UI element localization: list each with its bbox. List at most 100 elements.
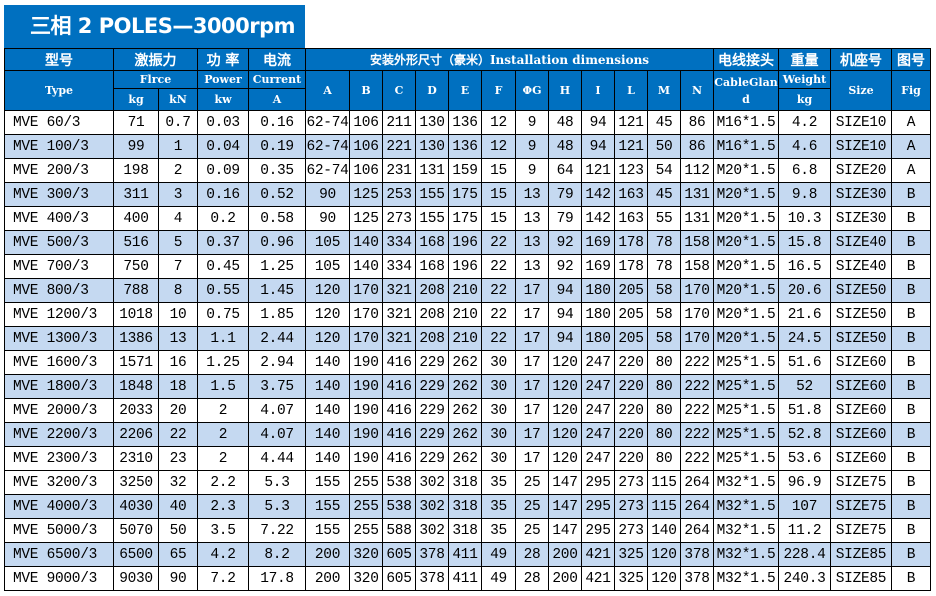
- table-cell: 159: [448, 158, 482, 183]
- table-cell: 255: [349, 518, 383, 543]
- table-cell: 295: [581, 518, 615, 543]
- table-cell: SIZE10: [830, 110, 892, 135]
- table-cell: M32*1.5: [713, 470, 779, 495]
- table-cell: 17: [515, 350, 549, 375]
- table-cell: B: [891, 350, 931, 375]
- table-cell: 170: [349, 302, 383, 327]
- table-cell: B: [891, 182, 931, 207]
- table-cell: 4.2: [778, 110, 831, 135]
- table-cell: 15.8: [778, 230, 831, 255]
- table-cell: SIZE85: [830, 566, 892, 591]
- table-cell: 220: [614, 350, 648, 375]
- table-cell: 80: [647, 446, 681, 471]
- table-cell: 1.25: [197, 350, 249, 375]
- table-cell: 80: [647, 350, 681, 375]
- table-cell: 71: [113, 110, 159, 135]
- table-cell: 9: [515, 110, 549, 135]
- table-cell: 120: [647, 542, 681, 567]
- table-cell: B: [891, 254, 931, 279]
- table-row: MVE 4000/3 4030 40 2.3 5.3 155 255 538 302 318 35 2…: [4, 494, 931, 519]
- table-cell: 190: [349, 446, 383, 471]
- table-cell: 222: [680, 350, 714, 375]
- table-cell: 40: [158, 494, 198, 519]
- table-cell: 170: [349, 326, 383, 351]
- table-cell: 0.2: [197, 206, 249, 231]
- table-cell: 78: [647, 230, 681, 255]
- table-cell: 90: [305, 206, 350, 231]
- table-cell: 140: [305, 422, 350, 447]
- table-cell: 7.2: [197, 566, 249, 591]
- table-cell: 79: [548, 206, 582, 231]
- table-cell: 15: [481, 206, 516, 231]
- table-cell: 58: [647, 278, 681, 303]
- table-cell: 4.07: [248, 422, 306, 447]
- table-cell: 30: [481, 374, 516, 399]
- table-cell: 262: [448, 398, 482, 423]
- table-cell: 4.2: [197, 542, 249, 567]
- table-cell: 273: [614, 518, 648, 543]
- table-cell: 8.2: [248, 542, 306, 567]
- table-cell: 208: [415, 302, 449, 327]
- table-cell: 30: [481, 422, 516, 447]
- table-cell: 140: [647, 518, 681, 543]
- table-cell: 205: [614, 302, 648, 327]
- table-cell: 170: [680, 278, 714, 303]
- model-cell: MVE 1200/3: [4, 302, 114, 327]
- table-cell: 318: [448, 518, 482, 543]
- table-cell: 7: [158, 254, 198, 279]
- table-cell: 0.03: [197, 110, 249, 135]
- table-cell: 247: [581, 374, 615, 399]
- table-cell: 2: [158, 158, 198, 183]
- table-cell: 302: [415, 470, 449, 495]
- table-cell: 170: [680, 302, 714, 327]
- table-cell: 180: [581, 302, 615, 327]
- header-dim-1: B: [349, 70, 383, 111]
- table-cell: 115: [647, 494, 681, 519]
- table-cell: 125: [349, 182, 383, 207]
- table-cell: 131: [680, 206, 714, 231]
- table-cell: 516: [113, 230, 159, 255]
- table-cell: 320: [349, 566, 383, 591]
- table-cell: 334: [382, 230, 416, 255]
- table-cell: 22: [481, 230, 516, 255]
- table-cell: 140: [349, 230, 383, 255]
- table-cell: 22: [481, 302, 516, 327]
- table-cell: SIZE75: [830, 518, 892, 543]
- table-cell: 229: [415, 398, 449, 423]
- table-cell: 0.16: [248, 110, 306, 135]
- table-cell: 121: [581, 158, 615, 183]
- table-cell: 17.8: [248, 566, 306, 591]
- table-cell: 378: [415, 542, 449, 567]
- model-cell: MVE 700/3: [4, 254, 114, 279]
- table-cell: 10: [158, 302, 198, 327]
- table-cell: 325: [614, 542, 648, 567]
- header-fig: Fig: [891, 70, 931, 111]
- table-cell: 1386: [113, 326, 159, 351]
- table-row: MVE 2300/3 2310 23 2 4.44 140 190 416 229 262 30 17…: [4, 446, 931, 471]
- table-cell: 17: [515, 422, 549, 447]
- table-cell: M20*1.5: [713, 158, 779, 183]
- table-cell: 264: [680, 518, 714, 543]
- table-cell: 168: [415, 230, 449, 255]
- table-cell: 169: [581, 254, 615, 279]
- table-cell: 205: [614, 278, 648, 303]
- table-row: MVE 60/3 71 0.7 0.03 0.16 62-74 106 211 130 136 12…: [4, 110, 931, 135]
- table-cell: 196: [448, 254, 482, 279]
- table-cell: 416: [382, 374, 416, 399]
- table-cell: 220: [614, 446, 648, 471]
- table-cell: 17: [515, 278, 549, 303]
- table-row: MVE 500/3 516 5 0.37 0.96 105 140 334 168 196 22 13…: [4, 230, 931, 255]
- table-cell: M20*1.5: [713, 326, 779, 351]
- table-cell: 378: [680, 566, 714, 591]
- table-row: MVE 100/3 99 1 0.04 0.19 62-74 106 221 130 136 12 9…: [4, 134, 931, 159]
- table-cell: 23: [158, 446, 198, 471]
- table-cell: 22: [481, 254, 516, 279]
- table-cell: 55: [647, 206, 681, 231]
- table-cell: 58: [647, 326, 681, 351]
- table-cell: 20.6: [778, 278, 831, 303]
- table-cell: 147: [548, 518, 582, 543]
- table-cell: 3.75: [248, 374, 306, 399]
- table-cell: 121: [614, 134, 648, 159]
- header-force-zh: 激振力: [113, 48, 198, 71]
- table-cell: 80: [647, 398, 681, 423]
